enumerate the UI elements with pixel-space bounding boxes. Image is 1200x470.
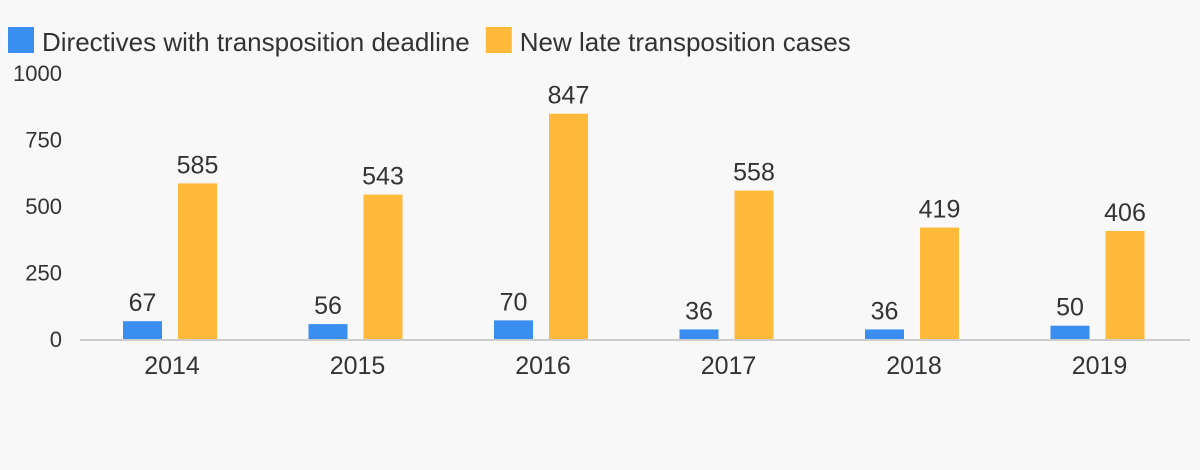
bar-2016-series-2 <box>549 113 588 339</box>
y-tick-label: 750 <box>25 128 62 153</box>
data-label: 847 <box>548 82 590 110</box>
bar-2018-series-2 <box>920 227 959 339</box>
bar-2017-series-2 <box>734 190 774 339</box>
y-tick-label: 250 <box>25 261 62 286</box>
data-label: 36 <box>871 297 899 325</box>
data-label: 50 <box>1056 294 1084 322</box>
data-label: 70 <box>500 288 528 316</box>
bar-2019-series-2 <box>1105 231 1145 339</box>
y-tick-label: 500 <box>25 194 62 219</box>
bar-2018-series-1 <box>865 329 904 339</box>
bar-2015-series-2 <box>363 194 403 339</box>
y-tick-label: 0 <box>50 327 62 352</box>
legend-swatch-1 <box>8 27 34 53</box>
x-axis: 2014 2015 2016 2017 2018 2019 <box>80 339 1190 380</box>
x-tick-label: 2017 <box>701 352 757 380</box>
data-label: 67 <box>129 289 157 317</box>
data-label: 558 <box>733 159 775 187</box>
x-tick-label: 2015 <box>330 352 386 380</box>
y-tick-label: 1000 <box>13 61 62 86</box>
y-axis: 0 250 500 750 1000 <box>13 61 62 352</box>
legend-label-2: New late transposition cases <box>520 27 851 57</box>
bar-2019-series-1 <box>1050 325 1090 339</box>
bars: 67 585 56 543 70 847 36 558 36 419 50 406 <box>123 82 1146 339</box>
data-label: 419 <box>919 196 961 224</box>
data-label: 406 <box>1104 199 1146 227</box>
x-tick-label: 2016 <box>515 352 571 380</box>
legend-swatch-2 <box>485 27 512 53</box>
data-label: 543 <box>362 163 404 191</box>
data-label: 36 <box>685 297 713 325</box>
bar-2017-series-1 <box>679 329 719 339</box>
x-tick-label: 2014 <box>144 352 200 380</box>
data-label: 585 <box>177 151 219 179</box>
bar-2016-series-1 <box>494 320 533 339</box>
legend: Directives with transposition deadline Ne… <box>8 27 851 57</box>
x-tick-label: 2018 <box>886 352 942 380</box>
bar-2015-series-1 <box>308 324 348 339</box>
x-tick-label: 2019 <box>1072 352 1128 380</box>
bar-2014-series-1 <box>123 321 162 339</box>
bar-2014-series-2 <box>178 183 217 339</box>
legend-label-1: Directives with transposition deadline <box>42 27 470 57</box>
data-label: 56 <box>314 292 342 320</box>
